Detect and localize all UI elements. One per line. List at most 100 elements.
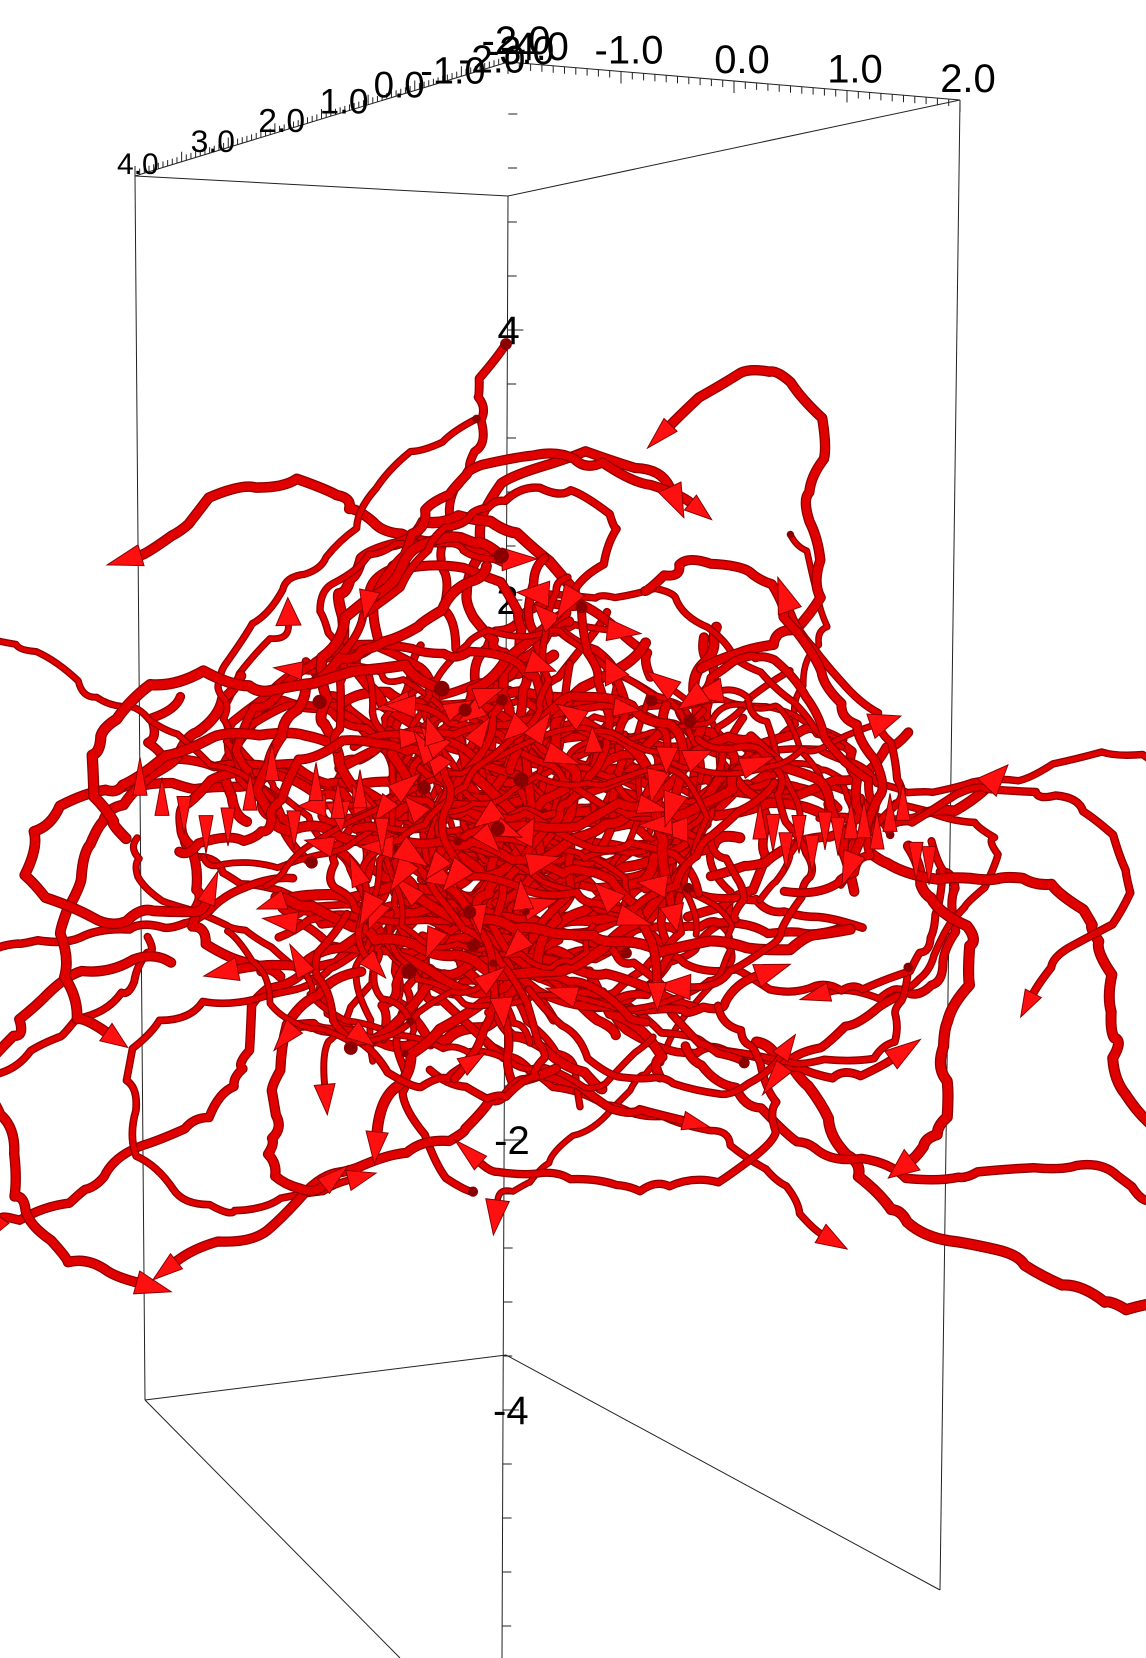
x-tick-label: 1.0 <box>827 48 883 92</box>
streamline-arrowhead <box>220 807 236 847</box>
streamline-tube <box>826 800 1001 1002</box>
streamline-tube <box>904 841 978 1165</box>
streamline-arrowhead <box>485 1198 511 1237</box>
streamline-endcap <box>417 780 431 795</box>
streamline-arrowhead <box>798 981 833 1002</box>
streamline-endcap <box>401 1049 409 1058</box>
streamline-arrowhead <box>635 874 669 899</box>
streamline-endcap <box>489 959 498 967</box>
streamline-tube <box>752 1037 1146 1315</box>
streamline-tube <box>123 922 393 1216</box>
streamline-arrowhead <box>502 927 535 960</box>
streamline-arrowhead <box>635 793 672 814</box>
streamline-arrowhead <box>814 1223 849 1250</box>
streamline-endcap <box>312 694 327 710</box>
streamline-arrowhead <box>345 1169 378 1192</box>
streamline-tube <box>56 671 246 1037</box>
streamline-arrowhead <box>453 1138 488 1171</box>
streamline-arrowhead <box>345 1020 376 1047</box>
streamline-arrowhead <box>303 836 337 859</box>
bounding-box <box>134 61 961 1658</box>
streamline-tube <box>0 952 176 1287</box>
streamline-endcap <box>513 772 529 788</box>
streamline-arrowhead <box>358 890 386 929</box>
streamline-arrowhead <box>308 762 324 802</box>
box-bottom-back <box>144 1354 941 1591</box>
streamline-arrowhead <box>198 815 214 854</box>
streamline-arrowhead <box>365 1130 389 1166</box>
streamline-endcap <box>522 908 530 916</box>
streamline-arrowhead <box>359 588 381 622</box>
streamline-endcap <box>472 414 481 424</box>
streamline-arrowhead <box>555 583 586 621</box>
box-bottom-front-left <box>144 1399 401 1658</box>
streamline-arrowhead <box>593 881 626 915</box>
streamline-endcap <box>500 338 512 350</box>
streamline-tube <box>87 660 447 843</box>
streamline-tube <box>613 671 893 838</box>
streamline-arrowhead <box>0 1216 10 1232</box>
streamline-tube <box>346 954 701 1052</box>
streamline-arrowhead <box>515 580 551 608</box>
streamline-arrowhead <box>425 925 449 961</box>
streamline-arrowhead <box>522 710 552 746</box>
streamline-arrowhead <box>646 417 678 450</box>
streamline-tube <box>477 1002 780 1195</box>
streamline-tube <box>264 967 366 1195</box>
streamline-arrowhead <box>275 596 302 627</box>
streamline-arrowhead <box>471 687 506 710</box>
streamline-arrowhead <box>843 800 859 840</box>
streamline-arrowhead <box>242 772 258 811</box>
streamline-arrowhead <box>680 1110 712 1131</box>
streamline-tube <box>506 692 688 798</box>
streamline-arrowhead <box>488 996 514 1031</box>
streamline-tube <box>412 703 747 923</box>
streamline-arrowhead <box>441 856 475 893</box>
streamline-arrowhead <box>884 1038 922 1070</box>
streamline-arrowhead <box>737 756 777 780</box>
streamline-arrowhead <box>856 799 872 839</box>
streamline-arrowheads <box>0 338 1043 1295</box>
streamline-arrowhead <box>887 1148 921 1179</box>
streamline-arrowhead <box>635 812 674 836</box>
streamline-arrowhead <box>502 711 533 742</box>
streamline-arrowhead <box>765 813 781 853</box>
streamline-tube <box>722 737 1146 796</box>
streamline-arrowhead <box>473 965 508 996</box>
streamline-arrowhead <box>882 793 898 832</box>
streamline-arrowhead <box>272 661 304 681</box>
streamline-arrowhead <box>456 1052 487 1076</box>
streamline-endcap <box>490 821 505 836</box>
streamline-arrowhead <box>348 852 371 889</box>
streamline-endcap <box>645 694 658 707</box>
streamline-arrowhead <box>403 795 431 825</box>
streamline-endcap <box>467 939 480 952</box>
streamline-tube <box>352 822 661 987</box>
streamline-arrowhead <box>657 481 685 519</box>
streamline-arrowhead <box>778 832 794 871</box>
streamline-arrowhead <box>176 795 192 835</box>
streamline-tube <box>666 366 830 673</box>
streamline-tube <box>390 844 548 1102</box>
streamline-endcap <box>305 856 318 869</box>
streamline-arrowhead <box>777 575 803 616</box>
streamline-arrowhead <box>523 649 557 674</box>
streamline-arrowhead <box>976 763 1009 798</box>
streamline-arrowhead <box>752 800 768 840</box>
x-tick-label: -1.0 <box>595 29 664 73</box>
streamline-arrowhead <box>272 1018 304 1052</box>
streamline-arrowhead <box>105 544 145 567</box>
streamline-arrowhead <box>524 852 563 877</box>
streamline-endcap <box>683 714 697 728</box>
streamline-tube <box>330 484 620 749</box>
streamline-arrowhead <box>358 949 387 980</box>
streamline-arrowhead <box>908 841 924 881</box>
streamline-arrowhead <box>463 715 492 750</box>
streamline-tube <box>252 561 491 852</box>
streamline-arrowhead <box>544 986 581 1009</box>
streamline-tube <box>389 847 855 956</box>
streamline-tube <box>493 732 859 896</box>
streamline-endcap <box>496 694 509 706</box>
streamline-arrowhead <box>151 1252 184 1281</box>
